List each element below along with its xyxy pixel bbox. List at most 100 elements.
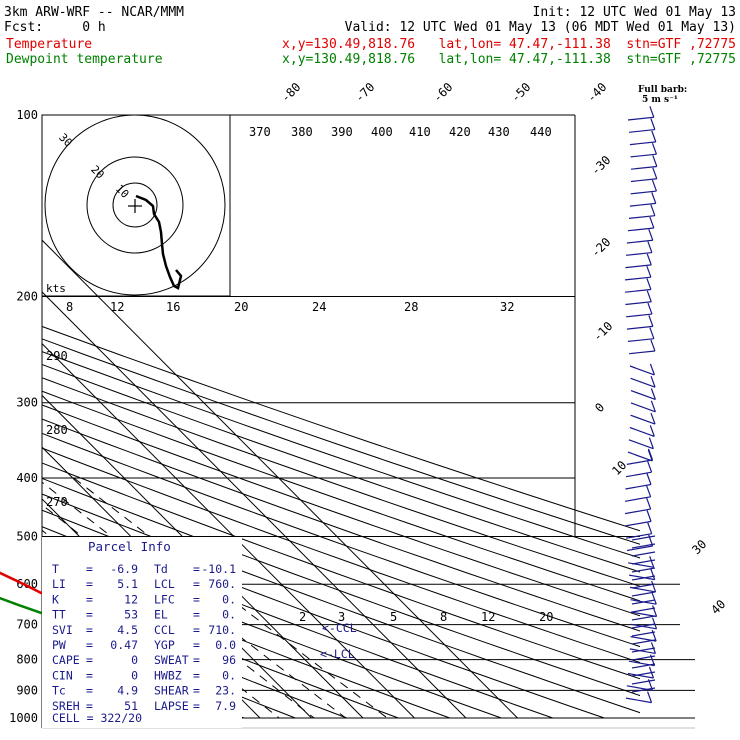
parcel-cell-7-3: HWBZ <box>154 668 182 682</box>
wind-barb <box>631 543 656 549</box>
parcel-cell-9-5: 7.9 <box>215 699 236 713</box>
wind-barb <box>626 533 652 539</box>
parcel-cell-9-2: 51 <box>124 699 138 713</box>
pressure-label-900: 900 <box>16 683 38 697</box>
parcel-cell-8-3: SHEAR <box>154 684 189 698</box>
isotherm-label: -20 <box>588 235 613 260</box>
wind-barb-feather <box>649 556 655 568</box>
parcel-cell-0-5: -10.1 <box>201 562 236 576</box>
parcel-cell-6-4: = <box>193 653 200 667</box>
theta-e-label: 8 <box>66 300 73 314</box>
wind-barb-feather <box>652 605 658 617</box>
model-title: 3km ARW-WRF -- NCAR/MMM <box>4 5 184 20</box>
theta-label: 390 <box>331 125 353 139</box>
parcel-cell-0-0: T <box>52 562 59 576</box>
parcel-cell-6-5: 96 <box>222 653 236 667</box>
dry-adiabat-360 <box>42 477 640 697</box>
wind-barb-feather <box>648 437 654 449</box>
isotherm-40 <box>42 291 467 719</box>
parcel-cell-4-5: 710. <box>208 623 236 637</box>
isotherm-label: 0 <box>592 400 607 415</box>
parcel-cell-6-0: CAPE <box>52 653 80 667</box>
dry-adiabat-440 <box>42 363 640 573</box>
theta-label: 400 <box>371 125 393 139</box>
pressure-label-800: 800 <box>16 653 38 667</box>
theta-e-label: 16 <box>166 300 180 314</box>
wind-barb-feather <box>646 265 652 278</box>
wind-barb-feather <box>646 497 652 510</box>
isotherm-label: -60 <box>430 80 455 105</box>
wind-barb-feather <box>649 363 655 376</box>
wind-barb-feather <box>646 253 652 266</box>
wind-barb <box>629 426 655 437</box>
wind-barb <box>629 202 656 207</box>
wind-barb <box>631 599 656 605</box>
theta-label: 440 <box>530 125 552 139</box>
mixing-ratio-label: 3 <box>338 610 345 624</box>
mixing-ratio-label: 12 <box>481 610 495 624</box>
wind-barb-feather <box>650 388 656 400</box>
parcel-cell-5-1: = <box>86 638 93 652</box>
pressure-label-500: 500 <box>16 529 38 543</box>
wind-barb-feather <box>650 204 656 216</box>
wind-barb <box>631 631 656 637</box>
theta-e-label: 32 <box>500 300 514 314</box>
hodograph-ring-label-30: 30 <box>56 131 75 150</box>
wind-barb <box>624 288 651 293</box>
parcel-cell-1-5: 760. <box>208 577 236 591</box>
wind-barb <box>627 672 654 679</box>
dry-adiabat-460 <box>42 338 640 545</box>
wind-barb <box>631 663 656 669</box>
wind-barb-feather <box>650 118 656 130</box>
parcel-info-panel: Parcel Info T = -6.9 Td = -10.1LI = 5.1 LCL = 760.… <box>42 537 242 728</box>
wind-barb <box>631 655 656 661</box>
parcel-cell-7-4: = <box>193 668 200 682</box>
theta-label: 370 <box>249 125 271 139</box>
wind-barb-feather <box>650 400 656 412</box>
mixing-ratio-label: 8 <box>440 610 447 624</box>
dry-adiabat-400 <box>42 418 640 632</box>
parcel-cell-0-4: = <box>193 562 200 576</box>
mixing-ratio-label: 5 <box>390 610 397 624</box>
dry-adiabat-470 <box>42 325 640 532</box>
parcel-cell-6-3: SWEAT <box>154 653 189 667</box>
wind-barb-feather <box>648 315 654 327</box>
parcel-cell-1-0: LI <box>52 577 66 591</box>
parcel-cell-5-2: 0.47 <box>110 638 138 652</box>
parcel-cell-0-1: = <box>86 562 93 576</box>
pressure-label-700: 700 <box>16 618 38 632</box>
valid-time: Valid: 12 UTC Wed 01 May 13 (06 MDT Wed … <box>345 20 736 35</box>
hodograph-ring-label-20: 20 <box>88 163 107 182</box>
parcel-cell-4-3: CCL <box>154 623 175 637</box>
wind-barb-feather <box>647 691 653 703</box>
wind-barb <box>630 165 657 170</box>
lcl-marker: <-LCL <box>320 647 355 661</box>
dry-adiabat-430 <box>42 377 640 587</box>
wind-barb <box>631 679 656 685</box>
wind-barb <box>629 141 656 146</box>
wind-barb-feather <box>651 617 658 630</box>
parcel-cell-5-0: PW <box>52 638 66 652</box>
wind-barb <box>627 451 653 462</box>
parcel-cell-1-2: 5.1 <box>117 577 138 591</box>
parcel-cell-8-1: = <box>86 684 93 698</box>
parcel-cell: CELL = 322/20 <box>52 711 142 725</box>
wind-barb-feather <box>652 155 658 167</box>
wind-barb <box>625 251 652 256</box>
isotherm-label: -40 <box>584 80 609 105</box>
parcel-cell-8-4: = <box>193 684 200 698</box>
wind-barb <box>625 483 652 490</box>
dewpoint-location: x,y=130.49,818.76 lat,lon= 47.47,-111.38… <box>282 52 736 67</box>
wind-barb-feather <box>651 142 658 155</box>
theta-e-label: 12 <box>110 300 124 314</box>
forecast-hour: Fcst: 0 h <box>4 20 106 35</box>
wind-barb-feather <box>651 192 657 204</box>
wind-barb <box>631 639 656 645</box>
parcel-cell-5-4: = <box>193 638 200 652</box>
hodograph-units: kts <box>46 282 66 295</box>
parcel-cell-4-1: = <box>86 623 93 637</box>
wind-barb-feather <box>650 339 656 352</box>
wind-barb <box>630 153 657 158</box>
wind-barb-feather <box>650 568 656 580</box>
parcel-cell-7-5: 0. <box>222 668 236 682</box>
